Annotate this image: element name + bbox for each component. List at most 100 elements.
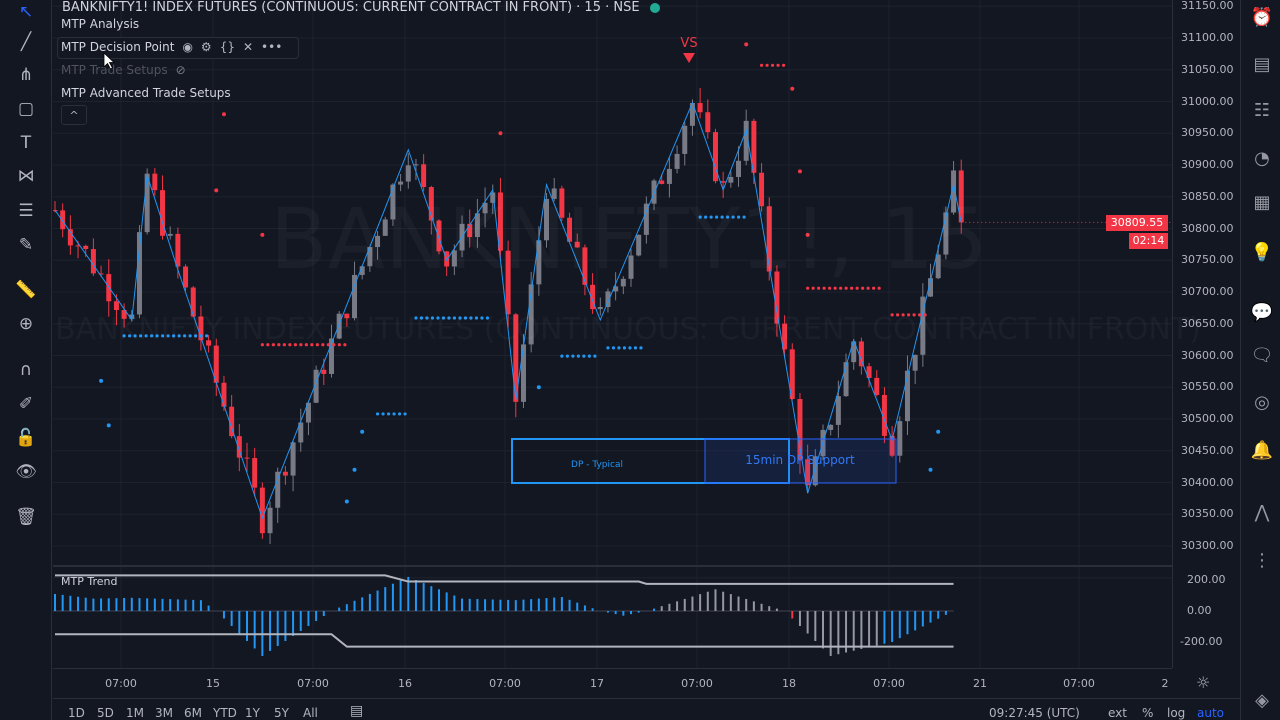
zoom-icon[interactable]: ⊕: [18, 314, 34, 334]
rectangle-icon[interactable]: ▢: [17, 99, 35, 119]
candle: [236, 423, 242, 472]
order-panel-icon[interactable]: ⋮: [1253, 550, 1271, 571]
price-axis[interactable]: 31150.00 31100.00 31050.00 31000.00 30950.00…: [1172, 0, 1240, 668]
range-1d[interactable]: 1D: [68, 706, 85, 720]
clock[interactable]: 09:27:45 (UTC): [989, 706, 1080, 720]
range-ytd[interactable]: YTD: [213, 706, 237, 720]
level-dot: [485, 316, 490, 320]
time-axis[interactable]: 07:00 15 07:00 16 07:00 17 07:00 18 07:00 21 07:00…: [53, 668, 1172, 698]
notifications-icon[interactable]: 🔔: [1250, 440, 1274, 461]
time-label: 21: [973, 677, 987, 690]
time-label: 15: [206, 677, 220, 690]
level-dot: [282, 343, 286, 347]
level-dot: [332, 343, 336, 347]
streams-icon[interactable]: ◎: [1254, 392, 1270, 413]
level-dot: [128, 334, 132, 338]
brush-icon[interactable]: ✎: [18, 235, 34, 255]
eye-icon[interactable]: ◉: [182, 40, 193, 54]
range-5y[interactable]: 5Y: [274, 706, 289, 720]
level-dot: [839, 286, 843, 290]
level-dot: [776, 63, 780, 67]
candle: [352, 261, 358, 321]
settings-gear-icon[interactable]: ☼: [1196, 673, 1211, 692]
trash-icon[interactable]: 🗑: [15, 507, 37, 527]
candle: [544, 193, 550, 248]
candle-body: [167, 233, 173, 236]
watchlist-icon[interactable]: ☷: [1253, 100, 1271, 121]
legend-mtp-advanced-trade-setups[interactable]: MTP Advanced Trade Setups: [61, 86, 231, 100]
level-dot: [622, 346, 627, 350]
candle: [252, 447, 258, 497]
legend-mtp-analysis[interactable]: MTP Analysis: [61, 17, 140, 31]
candle: [682, 122, 688, 166]
percent-toggle[interactable]: %: [1142, 706, 1154, 720]
candle-body: [897, 421, 903, 456]
level-dot: [430, 316, 435, 320]
chat-icon[interactable]: 💬: [1250, 302, 1274, 323]
range-6m[interactable]: 6M: [184, 706, 202, 720]
range-1y[interactable]: 1Y: [245, 706, 260, 720]
candle-body: [559, 188, 565, 218]
level-dot: [709, 215, 713, 219]
candle-body: [958, 170, 964, 223]
time-label: 16: [398, 677, 412, 690]
level-dots: [414, 316, 490, 320]
range-1m[interactable]: 1M: [126, 706, 144, 720]
lock-drawings-icon[interactable]: ✐: [18, 394, 34, 414]
level-dot: [617, 346, 621, 350]
price-label: 30450.00: [1181, 443, 1234, 457]
candle: [797, 392, 803, 474]
alarm-clock-icon[interactable]: ⏰: [1250, 7, 1274, 28]
range-5d[interactable]: 5D: [97, 706, 114, 720]
candle: [497, 177, 503, 260]
log-toggle[interactable]: log: [1167, 706, 1186, 720]
symbol-title[interactable]: BANKNIFTY1! INDEX FUTURES (CONTINUOUS: C…: [62, 0, 640, 15]
level-dot: [781, 63, 786, 67]
range-3m[interactable]: 3M: [155, 706, 173, 720]
auto-toggle[interactable]: auto: [1197, 706, 1225, 720]
source-code-icon[interactable]: {}: [219, 40, 235, 54]
calendar-icon[interactable]: ▦: [1253, 192, 1271, 213]
eye-hidden-icon[interactable]: ⊘: [175, 63, 186, 77]
cursor-icon[interactable]: ↖: [18, 2, 34, 22]
level-dot: [266, 343, 270, 347]
magnet-icon[interactable]: ∩: [19, 360, 33, 380]
candle: [275, 467, 281, 523]
candle: [206, 335, 212, 353]
level-dot: [890, 313, 894, 317]
prediction-icon[interactable]: ☰: [18, 201, 34, 221]
hotlist-icon[interactable]: ◔: [1254, 148, 1270, 169]
ruler-icon[interactable]: 📏: [15, 280, 37, 300]
candle: [605, 288, 611, 313]
more-icon[interactable]: •••: [261, 40, 283, 54]
main-chart[interactable]: VS DP - Typical 15min DP Support: [53, 0, 1172, 668]
legend-mtp-decision-point-label[interactable]: MTP Decision Point ◉ ⚙ {} ✕ •••: [61, 40, 282, 54]
gear-icon[interactable]: ⚙: [200, 40, 212, 54]
bar-countdown: 02:14: [1129, 233, 1168, 249]
pitchfork-icon[interactable]: ⋔: [18, 65, 34, 85]
layers-icon[interactable]: ◈: [1255, 690, 1269, 711]
legend-mtp-decision-point[interactable]: [57, 37, 299, 59]
indicator-label[interactable]: MTP Trend: [61, 575, 118, 588]
candle-body: [951, 170, 957, 213]
text-icon[interactable]: T: [20, 133, 32, 153]
sell-arrow-icon: [683, 53, 695, 63]
range-all[interactable]: All: [303, 706, 318, 720]
ideas-icon[interactable]: 💡: [1250, 242, 1274, 263]
time-label: 07:00: [105, 677, 137, 690]
messages-icon[interactable]: 🗨: [1250, 345, 1274, 366]
close-icon[interactable]: ✕: [242, 40, 254, 54]
lock-icon[interactable]: 🔓: [15, 428, 37, 448]
trend-line-icon[interactable]: ╱: [20, 32, 32, 52]
pattern-icon[interactable]: ⋈: [17, 166, 35, 186]
eye-icon[interactable]: 👁: [15, 462, 37, 482]
candle-body: [367, 247, 373, 267]
legend-mtp-trade-setups[interactable]: MTP Trade Setups ⊘: [61, 63, 186, 77]
chevron-up-icon[interactable]: ^: [61, 105, 87, 125]
signal-dot: [536, 385, 541, 390]
signal-icon[interactable]: ⋀: [1254, 502, 1270, 523]
news-icon[interactable]: ▤: [1253, 54, 1271, 75]
date-range-icon[interactable]: ▤: [350, 703, 364, 719]
ext-toggle[interactable]: ext: [1108, 706, 1127, 720]
level-dot: [828, 286, 832, 290]
